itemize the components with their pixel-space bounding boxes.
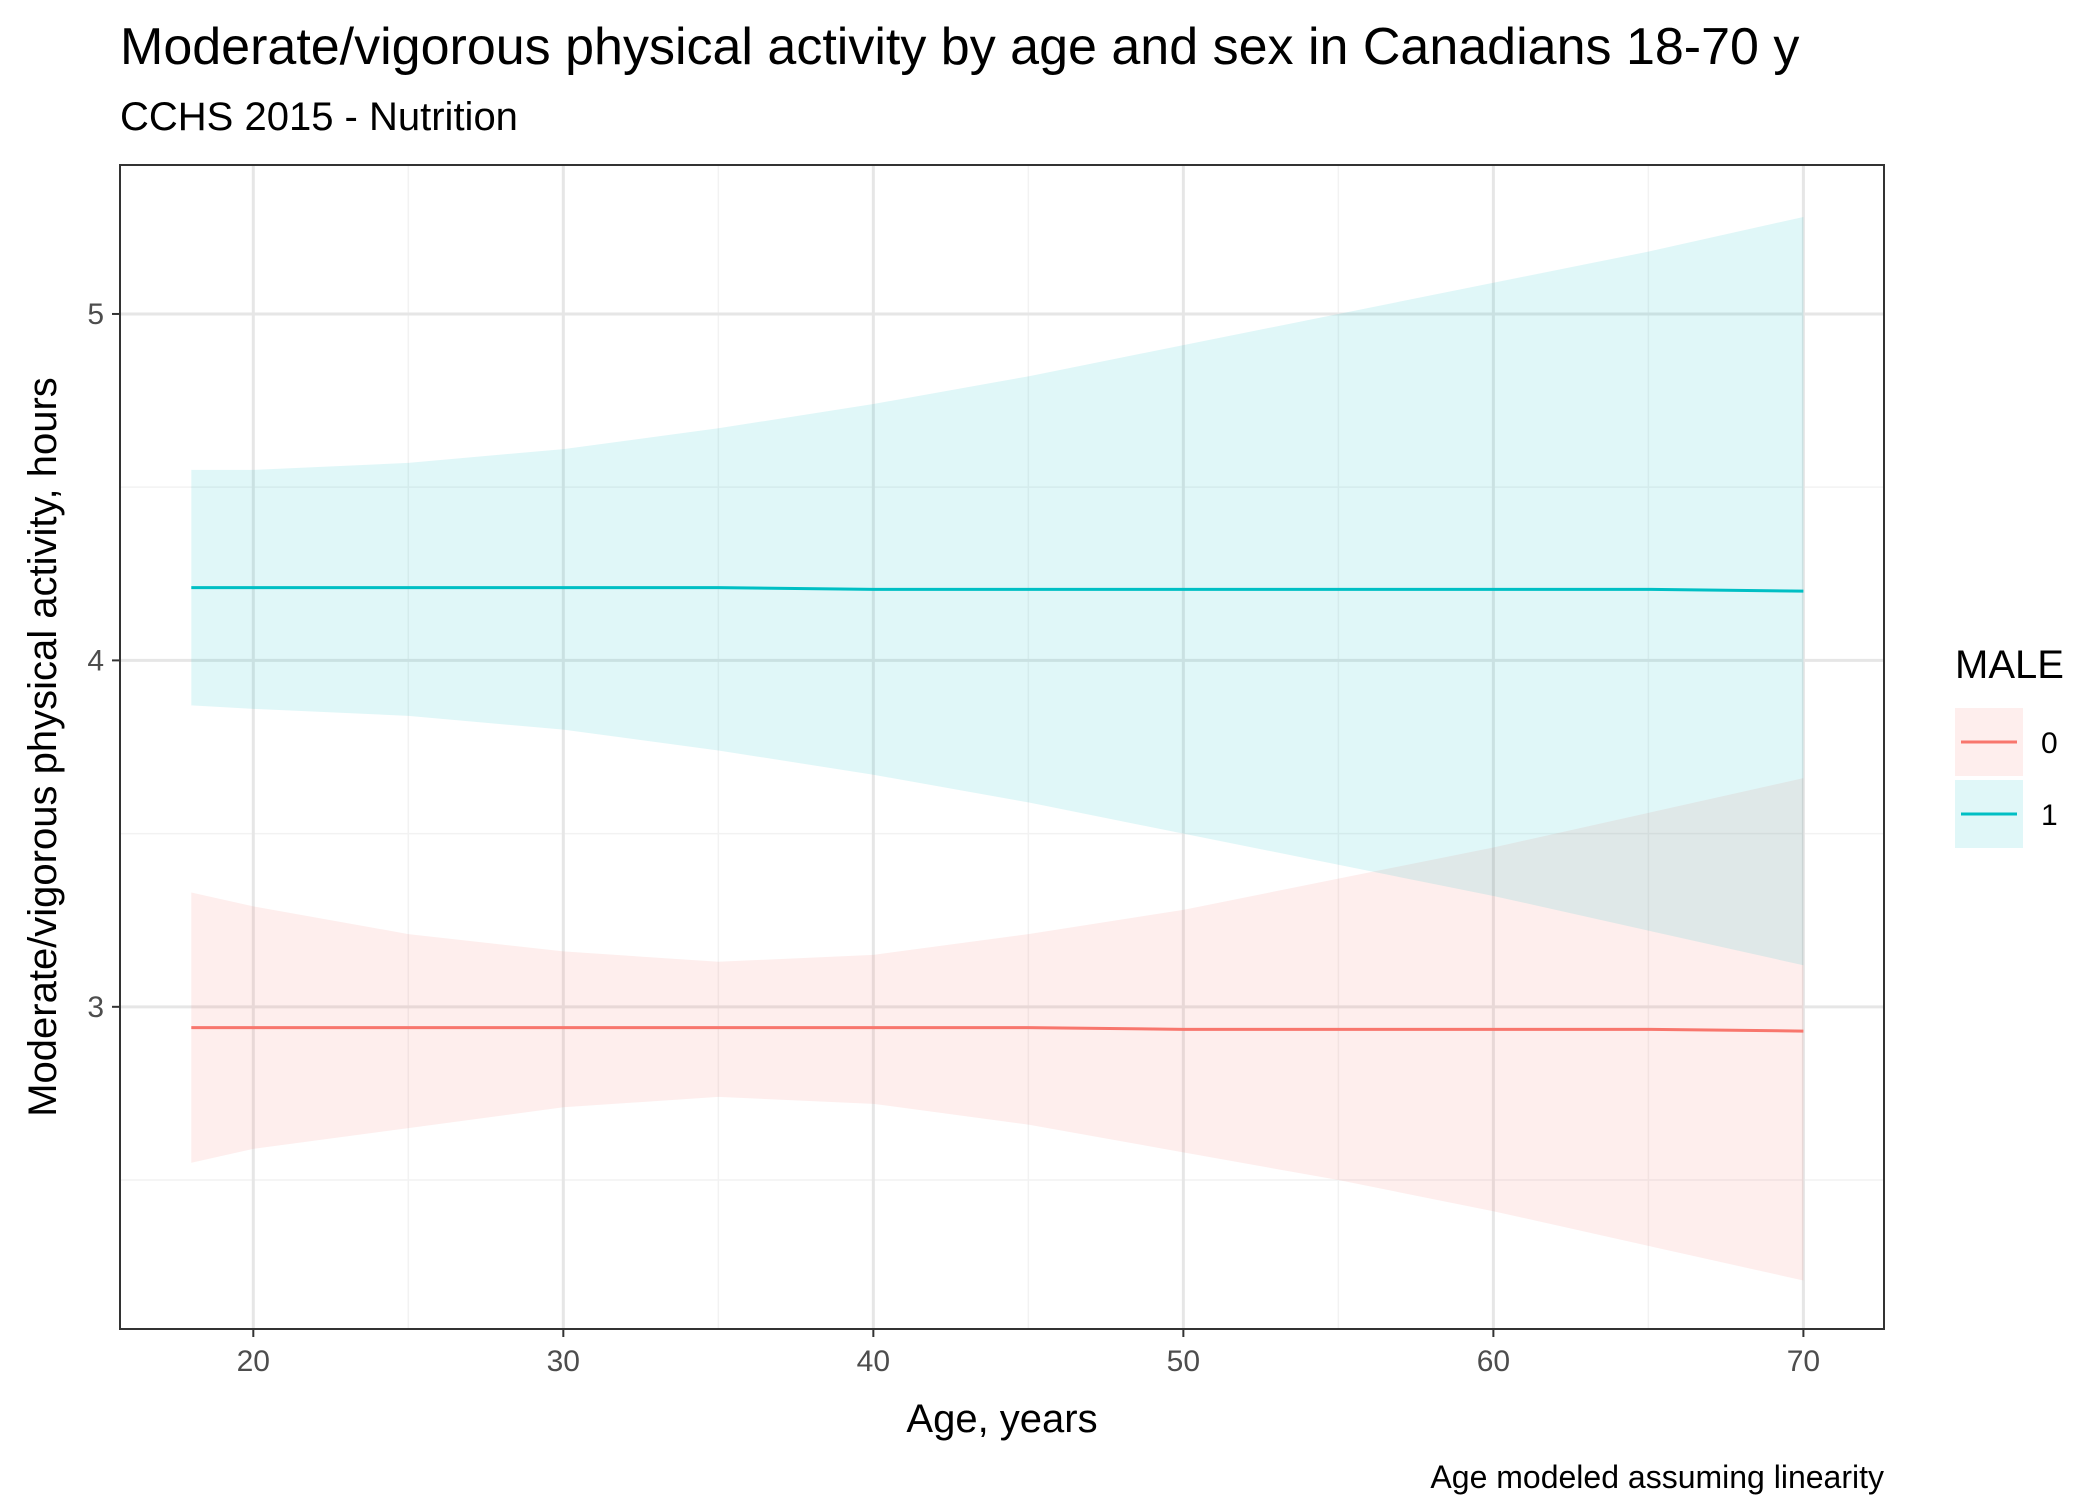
x-tick-label: 40 (857, 1345, 890, 1378)
x-axis: 20 30 40 50 60 70 (237, 1329, 1820, 1378)
plot-border (119, 164, 1885, 1330)
x-axis-title: Age, years (906, 1397, 1097, 1441)
x-tick-label: 50 (1167, 1345, 1200, 1378)
confidence-ribbon-0 (191, 778, 1804, 1281)
chart-title: Moderate/vigorous physical activity by a… (120, 18, 1799, 76)
x-tick-label: 20 (237, 1345, 270, 1378)
chart-caption: Age modeled assuming linearity (1430, 1459, 1884, 1495)
y-axis-title: Moderate/vigorous physical activity, hou… (21, 377, 65, 1117)
legend-label-1: 1 (2041, 799, 2058, 832)
chart-subtitle: CCHS 2015 - Nutrition (120, 95, 518, 139)
x-tick-label: 30 (547, 1345, 580, 1378)
legend-label-0: 0 (2041, 727, 2058, 760)
confidence-ribbon-1 (191, 216, 1804, 966)
series-lines (191, 586, 1804, 1033)
y-axis: 3 4 5 (87, 298, 120, 1024)
y-tick-label: 4 (87, 644, 104, 677)
plot-panel (120, 165, 1884, 1329)
series-line-1 (191, 586, 1804, 593)
legend-title: MALE (1955, 643, 2064, 687)
legend: MALE 0 1 (1955, 643, 2064, 848)
series-line-0 (191, 1026, 1804, 1033)
x-tick-label: 70 (1787, 1345, 1820, 1378)
y-tick-label: 5 (87, 298, 104, 331)
x-tick-label: 60 (1477, 1345, 1510, 1378)
grid-lines (120, 165, 1884, 1329)
confidence-ribbons (191, 216, 1804, 1281)
y-tick-label: 3 (87, 991, 104, 1024)
